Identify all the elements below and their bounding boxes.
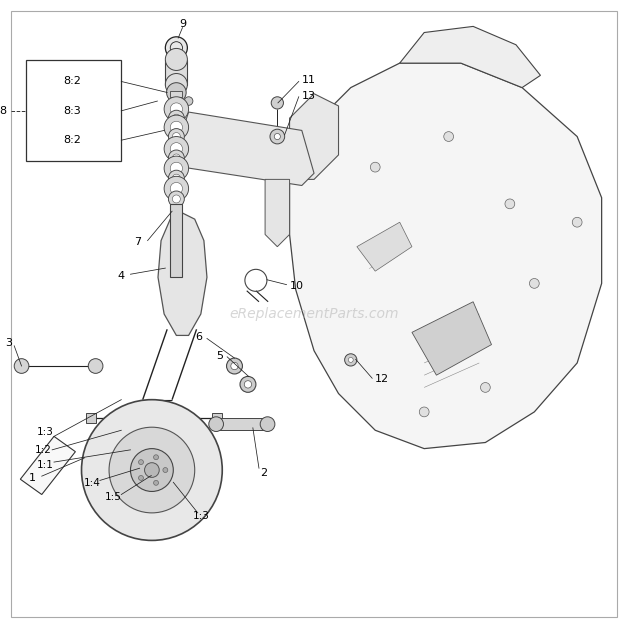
Circle shape — [167, 83, 186, 102]
Circle shape — [169, 191, 184, 207]
Circle shape — [270, 129, 285, 144]
Text: 1:3: 1:3 — [193, 511, 210, 521]
Bar — [216, 418, 268, 430]
Text: 2: 2 — [260, 468, 267, 478]
Text: 13: 13 — [302, 91, 316, 101]
Circle shape — [164, 136, 188, 161]
Circle shape — [169, 150, 184, 166]
Circle shape — [345, 354, 357, 366]
Circle shape — [166, 73, 187, 95]
Text: 1:3: 1:3 — [37, 427, 53, 437]
Circle shape — [88, 359, 103, 374]
Circle shape — [184, 97, 193, 106]
Text: 12: 12 — [375, 374, 389, 384]
Circle shape — [271, 97, 283, 109]
Circle shape — [14, 359, 29, 374]
Circle shape — [164, 97, 188, 121]
Circle shape — [166, 37, 187, 59]
Text: 8:2: 8:2 — [63, 77, 81, 87]
Circle shape — [231, 362, 238, 370]
Text: 1:2: 1:2 — [35, 445, 51, 455]
Circle shape — [144, 463, 159, 477]
Text: 8:2: 8:2 — [63, 135, 81, 145]
Circle shape — [154, 480, 159, 485]
Circle shape — [226, 358, 242, 374]
Polygon shape — [265, 180, 290, 247]
Text: 6: 6 — [196, 332, 203, 342]
Text: 3: 3 — [5, 338, 12, 349]
Circle shape — [172, 154, 180, 162]
Bar — [166, 60, 187, 85]
Circle shape — [166, 48, 187, 70]
Text: 10: 10 — [290, 281, 304, 291]
Circle shape — [172, 195, 180, 203]
Circle shape — [240, 376, 256, 392]
Text: 1:4: 1:4 — [84, 478, 101, 488]
Text: 11: 11 — [302, 75, 316, 85]
Circle shape — [109, 427, 195, 513]
Bar — [213, 413, 222, 423]
Circle shape — [348, 357, 353, 362]
Polygon shape — [182, 112, 314, 185]
Text: 5: 5 — [216, 350, 223, 360]
Text: 8: 8 — [0, 106, 7, 116]
Circle shape — [164, 156, 188, 181]
Circle shape — [529, 278, 539, 288]
Polygon shape — [290, 63, 601, 448]
Circle shape — [172, 114, 180, 122]
Circle shape — [138, 460, 143, 465]
Text: 1:5: 1:5 — [105, 492, 122, 502]
Circle shape — [444, 132, 454, 141]
Circle shape — [244, 381, 252, 388]
Circle shape — [172, 174, 180, 182]
Bar — [86, 413, 96, 423]
Polygon shape — [158, 213, 207, 335]
Circle shape — [154, 455, 159, 460]
Bar — [170, 204, 182, 278]
Circle shape — [130, 448, 174, 492]
Circle shape — [209, 417, 223, 431]
Circle shape — [138, 475, 143, 480]
Circle shape — [170, 103, 182, 115]
Circle shape — [163, 468, 168, 472]
Text: 1: 1 — [29, 473, 36, 483]
Circle shape — [164, 115, 188, 139]
Circle shape — [170, 183, 182, 195]
Circle shape — [164, 176, 188, 201]
Text: 4: 4 — [117, 271, 125, 281]
Circle shape — [274, 134, 280, 139]
Text: 1:1: 1:1 — [37, 460, 53, 470]
Circle shape — [170, 121, 182, 134]
Text: 8:3: 8:3 — [63, 106, 81, 116]
Text: eReplacementParts.com: eReplacementParts.com — [229, 307, 399, 321]
Circle shape — [419, 407, 429, 417]
Polygon shape — [357, 222, 412, 271]
Circle shape — [260, 417, 275, 431]
Bar — [170, 90, 182, 97]
Circle shape — [169, 111, 184, 126]
Polygon shape — [290, 94, 339, 180]
Text: 7: 7 — [135, 237, 141, 247]
Circle shape — [170, 162, 182, 175]
Circle shape — [81, 399, 222, 541]
Polygon shape — [20, 436, 76, 494]
Polygon shape — [400, 26, 541, 87]
Circle shape — [169, 129, 184, 144]
Polygon shape — [412, 302, 492, 375]
Circle shape — [572, 217, 582, 227]
Circle shape — [172, 133, 180, 141]
Text: 9: 9 — [179, 19, 186, 29]
Circle shape — [370, 162, 380, 172]
Circle shape — [170, 143, 182, 155]
Circle shape — [169, 170, 184, 186]
Circle shape — [480, 382, 490, 392]
Circle shape — [505, 199, 515, 208]
Bar — [27, 60, 122, 161]
